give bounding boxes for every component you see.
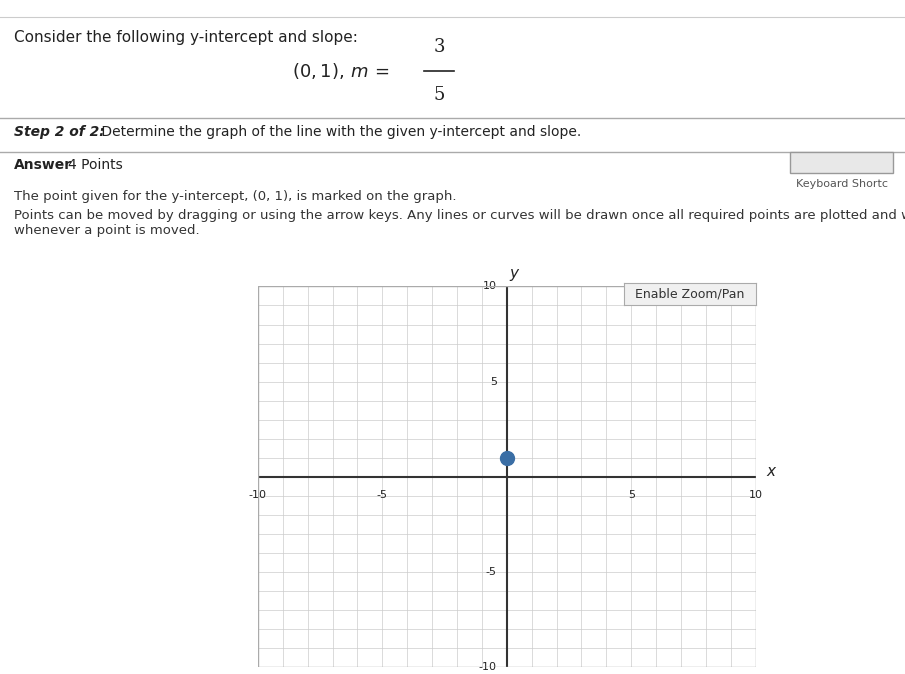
Text: Consider the following y-intercept and slope:: Consider the following y-intercept and s… <box>14 30 357 45</box>
Text: 4 Points: 4 Points <box>68 158 122 173</box>
Text: Step 2 of 2:: Step 2 of 2: <box>14 125 104 139</box>
Text: 5: 5 <box>490 377 497 387</box>
Text: 10: 10 <box>748 490 763 500</box>
Text: 5: 5 <box>628 490 634 500</box>
Text: Enable Zoom/Pan: Enable Zoom/Pan <box>635 287 745 301</box>
Text: -5: -5 <box>486 567 497 577</box>
Text: The point given for the y-intercept, (0, 1), is marked on the graph.: The point given for the y-intercept, (0,… <box>14 190 456 203</box>
Text: Points can be moved by dragging or using the arrow keys. Any lines or curves wil: Points can be moved by dragging or using… <box>14 209 905 237</box>
Text: 3: 3 <box>433 38 444 56</box>
Text: 10: 10 <box>483 282 497 291</box>
Text: -5: -5 <box>376 490 388 500</box>
Text: Keypa: Keypa <box>824 158 859 167</box>
Text: x: x <box>767 464 775 479</box>
Text: -10: -10 <box>479 663 497 672</box>
FancyBboxPatch shape <box>790 152 893 173</box>
Text: Answer: Answer <box>14 158 71 173</box>
Text: $(0, 1),\, m\, =$: $(0, 1),\, m\, =$ <box>291 61 389 81</box>
Text: y: y <box>510 266 519 280</box>
Text: 5: 5 <box>433 86 444 104</box>
Text: Keyboard Shortc: Keyboard Shortc <box>795 179 888 189</box>
Text: -10: -10 <box>249 490 267 500</box>
Text: Determine the graph of the line with the given y-intercept and slope.: Determine the graph of the line with the… <box>97 125 581 139</box>
